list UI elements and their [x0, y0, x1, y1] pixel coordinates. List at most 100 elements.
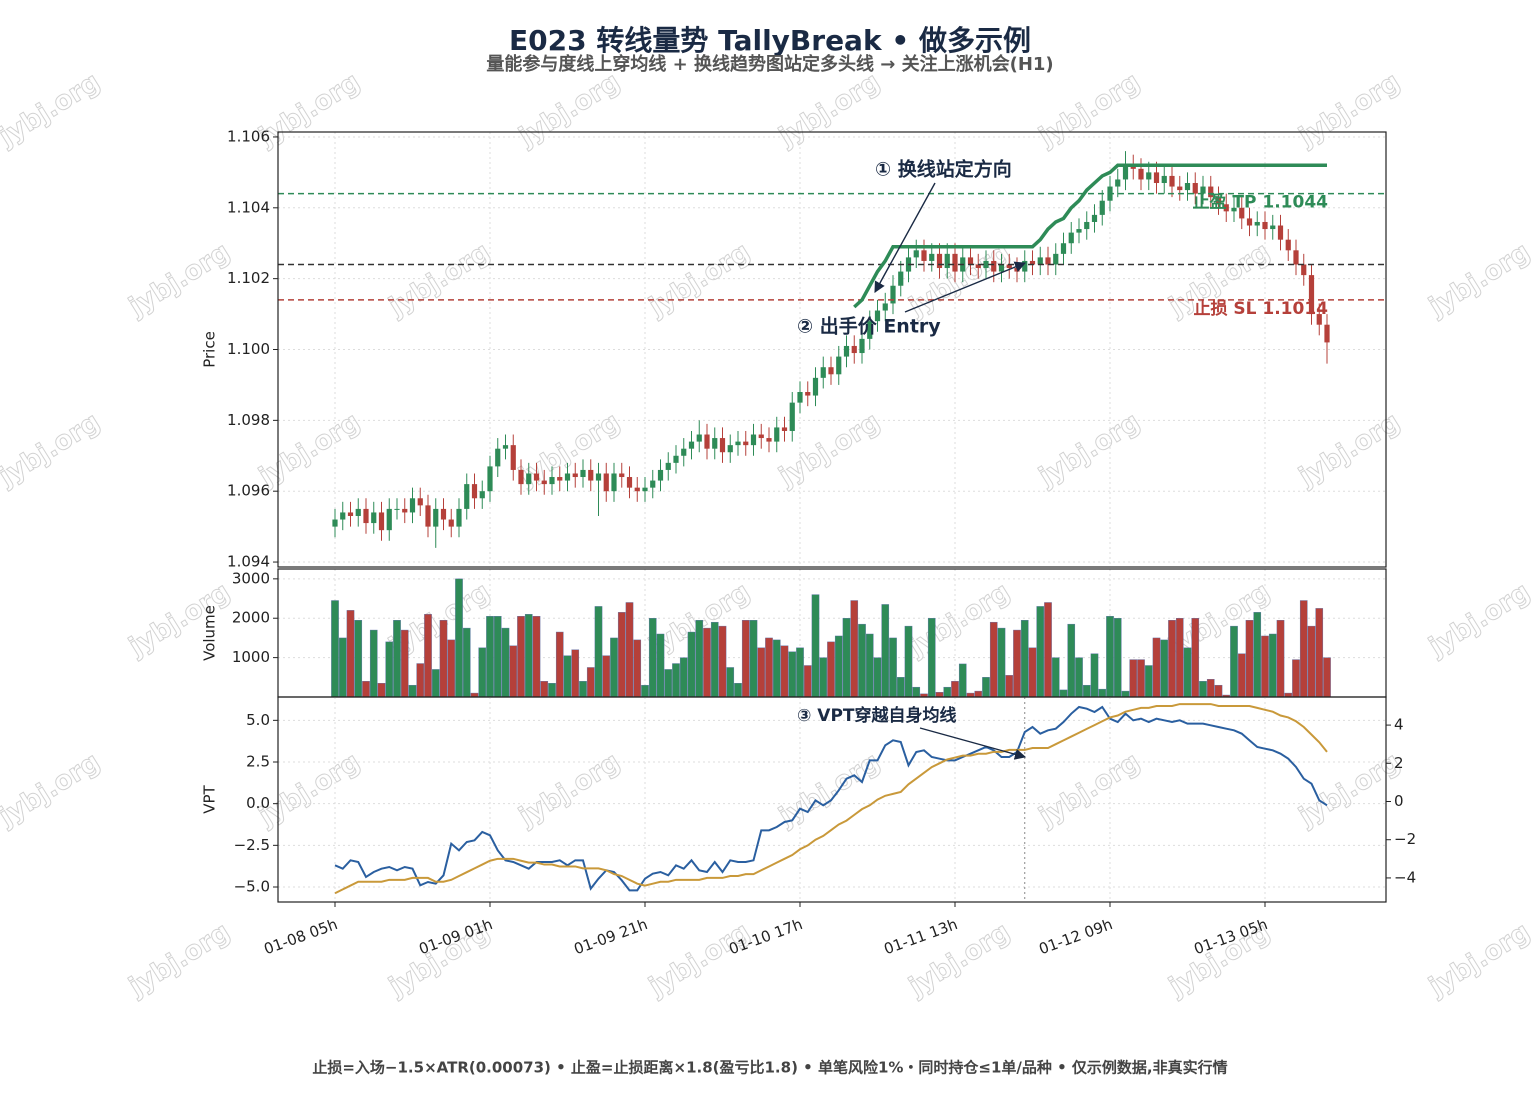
volume-bar [408, 684, 417, 698]
volume-bar [687, 631, 696, 698]
candle-body [402, 508, 408, 513]
watermark: jybj.org [0, 747, 105, 833]
volume-bar [1005, 675, 1014, 698]
watermark: jybj.org [1033, 67, 1145, 153]
watermark: jybj.org [513, 67, 625, 153]
volume-bar [610, 637, 618, 698]
candle-body [851, 345, 857, 354]
y2-tick-label: −2 [1394, 830, 1416, 848]
volume-bar [447, 639, 456, 698]
candle-body [967, 257, 974, 265]
volume-bar [935, 692, 944, 698]
y-tick-label: 1.098 [227, 411, 270, 429]
volume-bar [695, 620, 704, 698]
annotation: ① 换线站定方向 [875, 158, 1012, 181]
y-tick-label: 1.100 [227, 340, 270, 358]
volume-bar [400, 629, 409, 698]
y-tick-label: 5.0 [246, 711, 270, 729]
candle-body [890, 285, 896, 304]
y-tick-label: 1.094 [227, 553, 270, 571]
volume-bar [517, 616, 525, 698]
candle-body [1138, 168, 1144, 180]
candle-body [1285, 239, 1291, 251]
candle-body [541, 480, 547, 485]
volume-bar [493, 616, 502, 698]
candle-body [1130, 165, 1136, 169]
volume-bar [1082, 684, 1091, 698]
candle-body [1239, 207, 1245, 219]
volume-bar [710, 621, 719, 698]
candle-body [619, 473, 625, 478]
volume-bar [331, 600, 339, 698]
volume-bar [1106, 616, 1114, 698]
candle-body [611, 473, 617, 492]
volume-bar [416, 663, 425, 698]
candle-body [1045, 257, 1051, 265]
candle-body [479, 491, 485, 499]
candle-body [735, 441, 741, 446]
footer-note: 止损=入场−1.5×ATR(0.00073) • 止盈=止损距离×1.8(盈亏比… [312, 1059, 1227, 1077]
volume-bar [431, 669, 440, 698]
candle-body [650, 480, 656, 488]
y-tick-label: 3000 [232, 569, 270, 587]
volume-bar [1075, 657, 1083, 698]
volume-bar [1253, 612, 1262, 698]
candle-body [378, 512, 385, 531]
watermark: jybj.org [1293, 67, 1405, 153]
candle-body [1006, 264, 1012, 269]
candle-body [371, 512, 377, 524]
y-axis-label: Volume [201, 605, 219, 661]
candle-body [1099, 200, 1105, 215]
y-axis-label: VPT [201, 784, 219, 813]
watermark: jybj.org [123, 577, 235, 663]
volume-bar [765, 637, 773, 698]
volume-bar [1121, 690, 1130, 698]
volume-bar [1323, 657, 1331, 698]
y2-tick-label: −4 [1394, 868, 1416, 886]
volume-bar [1028, 647, 1037, 698]
candle-body [1153, 172, 1160, 184]
watermark: jybj.org [253, 747, 365, 833]
candle-body [673, 455, 679, 463]
volume-bar [1261, 635, 1269, 698]
volume-bar [369, 629, 378, 698]
candle-body [464, 484, 470, 509]
y2-tick-label: 0 [1394, 792, 1404, 810]
volume-bar [889, 637, 897, 698]
candle-body [634, 487, 640, 492]
volume-bar [1059, 689, 1068, 698]
candle-body [1316, 314, 1322, 325]
candle-body [983, 260, 989, 269]
annotation-arrow [874, 182, 936, 293]
watermark: jybj.org [1423, 577, 1535, 663]
watermark: jybj.org [253, 67, 365, 153]
y-tick-label: 2.5 [246, 753, 270, 771]
candle-body [1169, 175, 1175, 187]
watermark: jybj.org [1293, 747, 1405, 833]
volume-bar [1160, 639, 1169, 698]
volume-bar [586, 667, 595, 698]
candle-body [1014, 268, 1020, 272]
candle-body [487, 466, 493, 492]
volume-bar [1129, 659, 1138, 698]
candle-body [363, 508, 369, 524]
candle-body [549, 477, 555, 485]
volume-bar [679, 657, 688, 698]
volume-bar [455, 578, 463, 698]
watermark: jybj.org [383, 237, 495, 323]
candle-body [1254, 221, 1260, 226]
candle-body [874, 310, 881, 322]
candle-body [1076, 229, 1082, 233]
watermark: jybj.org [123, 237, 235, 323]
volume-bar [1245, 620, 1254, 698]
candle-body [1215, 197, 1222, 205]
volume-bar [462, 627, 471, 698]
candle-body [1270, 225, 1276, 230]
annotation-arrow [904, 261, 1027, 313]
volume-bar [726, 667, 735, 698]
watermark: jybj.org [643, 237, 755, 323]
candle-body [1122, 165, 1129, 180]
candle-body [1037, 257, 1043, 265]
candle-body [355, 508, 361, 516]
